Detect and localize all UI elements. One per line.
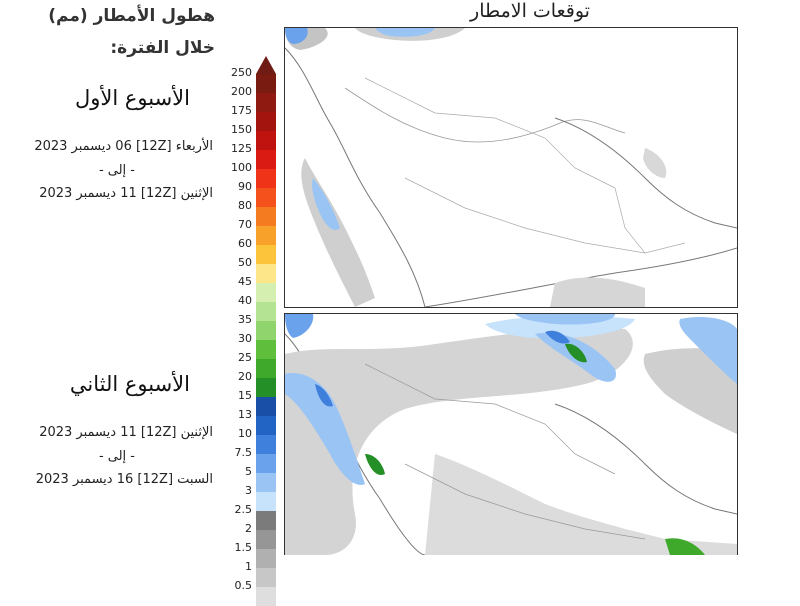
scale-label: 10 — [238, 427, 252, 440]
scale-label: 1 — [245, 560, 252, 573]
week-2-start-date: الإثنين [12Z] 11 ديسمبر 2023 — [39, 425, 213, 440]
scale-top-arrow-icon — [256, 56, 276, 74]
scale-swatch — [256, 549, 276, 568]
scale-step: 50 — [228, 256, 280, 283]
scale-label: 150 — [231, 123, 252, 136]
week-2-title: الأسبوع الثاني — [69, 372, 190, 396]
scale-step: 15 — [228, 389, 280, 416]
scale-label: 35 — [238, 313, 252, 326]
scale-label: 125 — [231, 142, 252, 155]
week-2-to-label: - إلى - — [98, 449, 135, 464]
scale-step: 60 — [228, 237, 280, 264]
scale-label: 25 — [238, 351, 252, 364]
scale-swatch — [256, 435, 276, 454]
scale-step: 13 — [228, 408, 280, 435]
scale-swatch — [256, 169, 276, 188]
scale-swatch — [256, 587, 276, 606]
scale-step: 200 — [228, 85, 280, 112]
week-1-title: الأسبوع الأول — [74, 86, 190, 110]
scale-swatch — [256, 93, 276, 112]
scale-swatch — [256, 492, 276, 511]
scale-step: 5 — [228, 465, 280, 492]
scale-label: 2.5 — [234, 503, 253, 516]
scale-label: 70 — [238, 218, 252, 231]
scale-step: 70 — [228, 218, 280, 245]
scale-label: 3 — [245, 484, 252, 497]
scale-swatch — [256, 207, 276, 226]
scale-swatch — [256, 302, 276, 321]
week-1-map — [284, 27, 738, 308]
scale-step: 45 — [228, 275, 280, 302]
scale-label: 7.5 — [234, 446, 253, 459]
scale-label: 40 — [238, 294, 252, 307]
scale-swatch — [256, 264, 276, 283]
scale-label: 100 — [231, 161, 252, 174]
scale-swatch — [256, 131, 276, 150]
scale-step: 250 — [228, 66, 280, 93]
scale-swatch — [256, 530, 276, 549]
scale-swatch — [256, 416, 276, 435]
scale-label: 1.5 — [234, 541, 253, 554]
week-1-to-label: - إلى - — [98, 163, 135, 178]
scale-swatch — [256, 74, 276, 93]
scale-label: 15 — [238, 389, 252, 402]
scale-swatch — [256, 112, 276, 131]
scale-step: 100 — [228, 161, 280, 188]
scale-step: 90 — [228, 180, 280, 207]
scale-swatch — [256, 378, 276, 397]
scale-label: 90 — [238, 180, 252, 193]
scale-step: 35 — [228, 313, 280, 340]
legend-panel: هطول الأمطار (مم) خلال الفترة: الأسبوع ا… — [0, 0, 225, 554]
scale-swatch — [256, 226, 276, 245]
scale-swatch — [256, 321, 276, 340]
scale-label: 50 — [238, 256, 252, 269]
scale-step: 10 — [228, 427, 280, 454]
scale-swatch — [256, 359, 276, 378]
legend-period-label: خلال الفترة: — [110, 38, 215, 58]
scale-step: 0.5 — [228, 579, 280, 606]
scale-label: 30 — [238, 332, 252, 345]
scale-step: 20 — [228, 370, 280, 397]
week-1-end-date: الإثنين [12Z] 11 ديسمبر 2023 — [39, 186, 213, 201]
scale-label: 175 — [231, 104, 252, 117]
scale-label: 5 — [245, 465, 252, 478]
week-2-end-date: السبت [12Z] 16 ديسمبر 2023 — [35, 472, 213, 487]
scale-step: 80 — [228, 199, 280, 226]
scale-label: 60 — [238, 237, 252, 250]
scale-swatch — [256, 283, 276, 302]
week-2-map — [284, 313, 738, 555]
scale-step: 25 — [228, 351, 280, 378]
scale-swatch — [256, 511, 276, 530]
legend-subtitle: هطول الأمطار (مم) — [48, 6, 215, 26]
scale-label: 20 — [238, 370, 252, 383]
scale-label: 80 — [238, 199, 252, 212]
scale-swatch — [256, 473, 276, 492]
scale-step: 7.5 — [228, 446, 280, 473]
scale-label: 0.5 — [234, 579, 253, 592]
scale-swatch — [256, 150, 276, 169]
scale-label: 2 — [245, 522, 252, 535]
scale-step: 2.5 — [228, 503, 280, 530]
scale-label: 13 — [238, 408, 252, 421]
scale-step: 150 — [228, 123, 280, 150]
scale-label: 45 — [238, 275, 252, 288]
scale-step: 125 — [228, 142, 280, 169]
scale-swatch — [256, 245, 276, 264]
scale-step: 2 — [228, 522, 280, 549]
scale-step: 30 — [228, 332, 280, 359]
page-title: توقعات الامطار — [470, 0, 590, 22]
scale-step: 40 — [228, 294, 280, 321]
scale-label: 200 — [231, 85, 252, 98]
scale-swatch — [256, 188, 276, 207]
scale-swatch — [256, 568, 276, 587]
scale-label: 250 — [231, 66, 252, 79]
scale-swatch — [256, 397, 276, 416]
scale-step: 175 — [228, 104, 280, 131]
scale-swatch — [256, 454, 276, 473]
week-1-start-date: الأربعاء [12Z] 06 ديسمبر 2023 — [34, 139, 213, 154]
scale-step: 3 — [228, 484, 280, 511]
scale-swatch — [256, 340, 276, 359]
